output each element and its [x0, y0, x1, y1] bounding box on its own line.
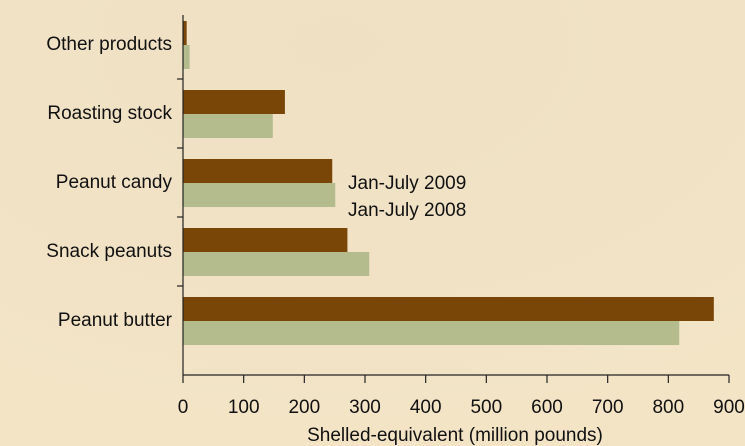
x-tick-label: 100: [228, 397, 260, 418]
x-tick-label: 300: [349, 397, 381, 418]
chart: Shelled-equivalent (million pounds) 0 100…: [0, 0, 745, 446]
bar: [183, 183, 335, 207]
x-tick-label: 0: [178, 397, 189, 418]
x-tick-label: 700: [592, 397, 624, 418]
x-tick-label: 600: [531, 397, 563, 418]
legend-label: Jan-July 2008: [348, 200, 466, 221]
background: [0, 0, 745, 446]
x-tick-label: 800: [652, 397, 684, 418]
legend-label: Jan-July 2009: [348, 173, 466, 194]
bar: [183, 45, 190, 69]
x-tick-label: 500: [470, 397, 502, 418]
x-tick-label: 900: [713, 397, 745, 418]
bar: [183, 159, 332, 183]
y-tick-label: Roasting stock: [47, 103, 172, 124]
bar: [183, 90, 285, 114]
y-tick-label: Peanut butter: [58, 310, 173, 331]
x-tick-label: 400: [410, 397, 442, 418]
bar: [183, 252, 369, 276]
bar: [183, 321, 679, 345]
bar: [183, 114, 273, 138]
x-tick-label: 200: [288, 397, 320, 418]
x-axis-label: Shelled-equivalent (million pounds): [307, 425, 603, 446]
y-tick-label: Other products: [46, 34, 172, 55]
bar: [183, 297, 714, 321]
y-tick-label: Snack peanuts: [46, 241, 172, 262]
y-tick-label: Peanut candy: [56, 172, 173, 193]
bar: [183, 228, 347, 252]
